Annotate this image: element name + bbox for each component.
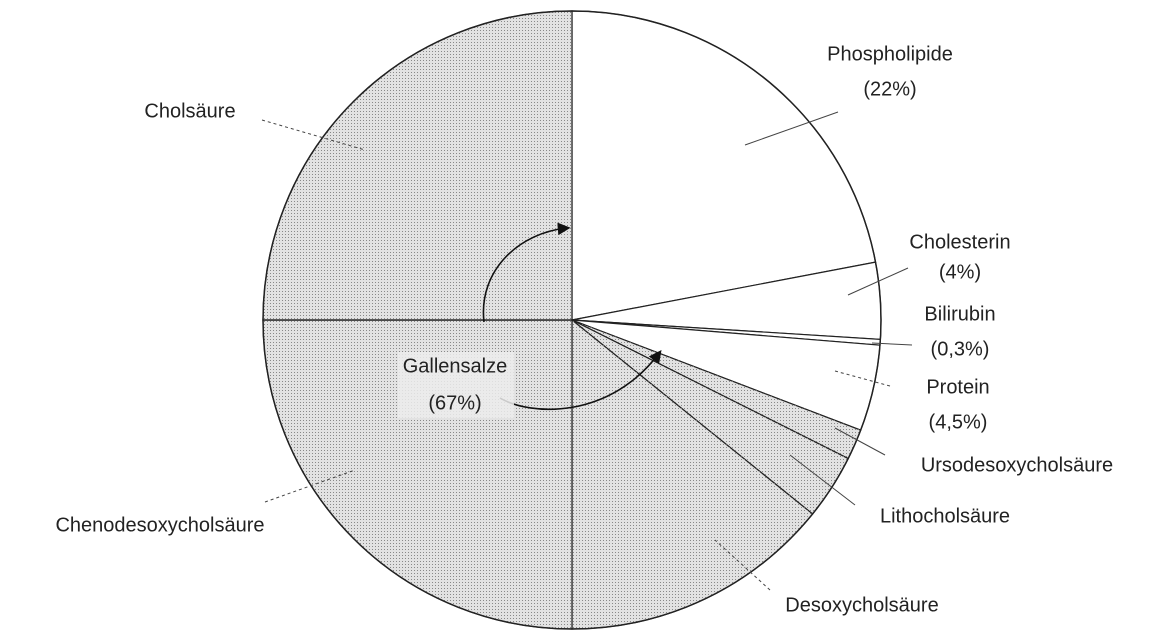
group-label: Gallensalze — [403, 355, 508, 377]
slice-value-label: (4%) — [939, 261, 981, 283]
slice-label: Desoxycholsäure — [785, 594, 938, 616]
slice-texture — [572, 320, 849, 514]
slice-texture — [263, 11, 572, 320]
leader-line — [789, 454, 856, 506]
leader-line — [264, 469, 356, 503]
leader-line — [871, 342, 913, 346]
leader-line — [744, 111, 839, 146]
pie — [262, 10, 882, 630]
label-backdrop — [398, 352, 514, 418]
leader-line — [847, 267, 909, 296]
labels: Phospholipide (22%) Cholesterin (4%) Bilirub… — [55, 43, 1113, 616]
slice-label: Phospholipide — [827, 43, 953, 65]
slice-value-label: (4,5%) — [929, 411, 988, 433]
slice-texture — [572, 320, 813, 629]
group-value-label: (67%) — [428, 392, 481, 414]
slice-value-label: (22%) — [863, 78, 916, 100]
slice-label: Bilirubin — [924, 303, 995, 325]
slice-label: Chenodesoxycholsäure — [55, 514, 264, 536]
group-arrow — [482, 222, 571, 323]
slice-texture — [572, 320, 861, 459]
slice-value-label: (0,3%) — [931, 338, 990, 360]
slice-label: Lithocholsäure — [880, 505, 1010, 527]
slice-label: Cholsäure — [144, 100, 235, 122]
slice-label: Protein — [926, 376, 989, 398]
slice-label: Ursodesoxycholsäure — [921, 454, 1113, 476]
slice-label: Cholesterin — [909, 231, 1010, 253]
leader-line — [834, 427, 886, 456]
leader-line — [714, 539, 771, 591]
